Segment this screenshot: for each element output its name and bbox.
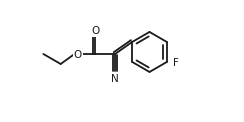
Text: N: N [111, 73, 119, 83]
Text: F: F [173, 58, 179, 68]
Text: O: O [74, 50, 82, 60]
Text: O: O [91, 26, 99, 36]
